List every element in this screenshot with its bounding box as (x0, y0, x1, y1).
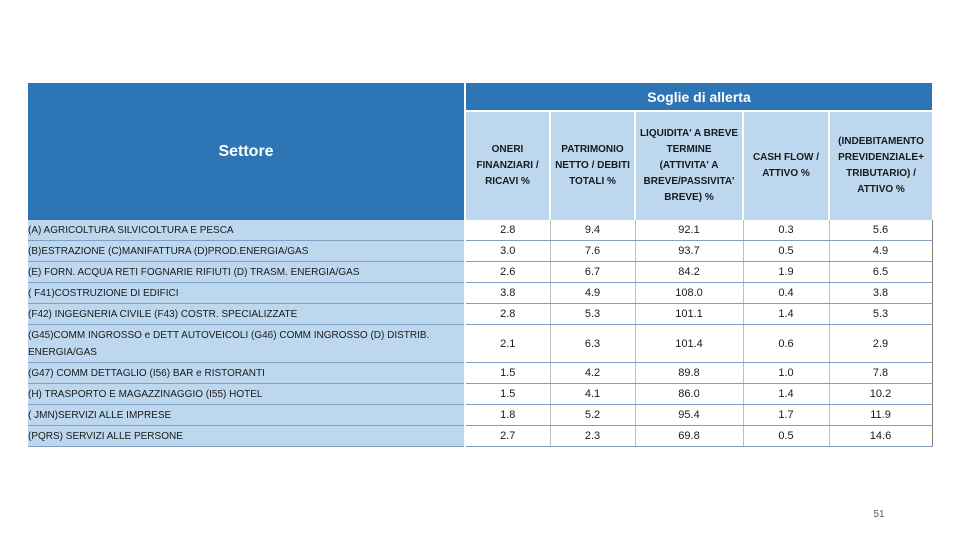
value-cell: 3.8 (829, 282, 933, 304)
value-cell: 86.0 (635, 383, 744, 405)
table-row: (H) TRASPORTO E MAGAZZINAGGIO (I55) HOTE… (28, 383, 933, 405)
column-header-line: ATTIVO % (762, 168, 810, 179)
value-cell: 84.2 (635, 261, 744, 283)
column-header: PATRIMONIO NETTO / DEBITI TOTALI % (550, 111, 636, 220)
value-cell: 5.3 (829, 303, 933, 325)
table-row: (G45)COMM INGROSSO e DETT AUTOVEICOLI (G… (28, 324, 933, 363)
value-cell: 10.2 (829, 383, 933, 405)
value-cell: 6.5 (829, 261, 933, 283)
value-cell: 5.2 (550, 404, 636, 426)
table-body: (A) AGRICOLTURA SILVICOLTURA E PESCA 2.8 9… (28, 220, 933, 447)
value-cell: 7.8 (829, 362, 933, 384)
column-header: CASH FLOW / ATTIVO % (743, 111, 830, 220)
column-header-line: NETTO / DEBITI (555, 160, 630, 171)
sector-name: (G45)COMM INGROSSO e DETT AUTOVEICOLI (G… (28, 324, 466, 363)
table-row: (B)ESTRAZIONE (C)MANIFATTURA (D)PROD.ENE… (28, 240, 933, 262)
value-cell: 4.2 (550, 362, 636, 384)
value-cell: 1.5 (465, 383, 551, 405)
value-cell: 0.5 (743, 240, 830, 262)
value-cell: 92.1 (635, 220, 744, 241)
value-cell: 2.8 (465, 303, 551, 325)
value-cell: 1.4 (743, 383, 830, 405)
value-cell: 3.0 (465, 240, 551, 262)
value-cell: 95.4 (635, 404, 744, 426)
value-cell: 5.6 (829, 220, 933, 241)
sector-name: (G47) COMM DETTAGLIO (I56) BAR e RISTORA… (28, 362, 466, 384)
table-row: (F42) INGEGNERIA CIVILE (F43) COSTR. SPE… (28, 303, 933, 325)
value-cell: 1.9 (743, 261, 830, 283)
column-header: LIQUIDITA' A BREVE TERMINE (ATTIVITA' A BRE… (635, 111, 744, 220)
value-cell: 1.4 (743, 303, 830, 325)
column-header-line: ATTIVO % (857, 184, 905, 195)
sector-name: (PQRS) SERVIZI ALLE PERSONE (28, 425, 466, 447)
thresholds-table: Settore Soglie di allerta ONERI FINANZIAR… (28, 83, 933, 447)
value-cell: 108.0 (635, 282, 744, 304)
value-cell: 4.9 (829, 240, 933, 262)
column-header-row: ONERI FINANZIARI / RICAVI % PATRIMONIO NETTO… (28, 111, 933, 220)
value-cell: 1.8 (465, 404, 551, 426)
value-cell: 0.4 (743, 282, 830, 304)
value-cell: 7.6 (550, 240, 636, 262)
sector-name: ( F41)COSTRUZIONE DI EDIFICI (28, 282, 466, 304)
value-cell: 2.1 (465, 324, 551, 363)
column-header-line: PATRIMONIO (561, 144, 624, 155)
table-row: ( JMN)SERVIZI ALLE IMPRESE 1.8 5.2 95.4 1.7 1… (28, 404, 933, 426)
column-header-line: CASH FLOW / (752, 152, 820, 163)
column-header: ONERI FINANZIARI / RICAVI % (465, 111, 551, 220)
value-cell: 4.9 (550, 282, 636, 304)
value-cell: 1.5 (465, 362, 551, 384)
sector-header: Settore (28, 83, 466, 220)
column-header-line: BREVE/PASSIVITA' (643, 176, 735, 187)
value-cell: 14.6 (829, 425, 933, 447)
column-header: (INDEBITAMENTO PREVIDENZIALE+ TRIBUTARIO) … (829, 111, 933, 220)
column-header-line: TOTALI % (569, 176, 616, 187)
table-row: (PQRS) SERVIZI ALLE PERSONE 2.7 2.3 69.8 0.5… (28, 425, 933, 447)
sector-name: (H) TRASPORTO E MAGAZZINAGGIO (I55) HOTE… (28, 383, 466, 405)
sector-name: (E) FORN. ACQUA RETI FOGNARIE RIFIUTI (D… (28, 261, 466, 283)
column-header-line: TRIBUTARIO) / (846, 168, 916, 179)
column-header-line: RICAVI % (485, 176, 530, 187)
value-cell: 2.9 (829, 324, 933, 363)
table-row: ( F41)COSTRUZIONE DI EDIFICI 3.8 4.9 108.0 0… (28, 282, 933, 304)
value-cell: 1.7 (743, 404, 830, 426)
column-header-line: ONERI (491, 144, 524, 155)
column-header-line: LIQUIDITA' A BREVE (639, 128, 739, 139)
value-cell: 9.4 (550, 220, 636, 241)
alert-thresholds-header: Soglie di allerta (465, 83, 933, 112)
value-cell: 6.7 (550, 261, 636, 283)
sector-name: (F42) INGEGNERIA CIVILE (F43) COSTR. SPE… (28, 303, 466, 325)
value-cell: 2.6 (465, 261, 551, 283)
table-row: (G47) COMM DETTAGLIO (I56) BAR e RISTORA… (28, 362, 933, 384)
sector-name: (A) AGRICOLTURA SILVICOLTURA E PESCA (28, 220, 466, 241)
value-cell: 101.1 (635, 303, 744, 325)
value-cell: 0.5 (743, 425, 830, 447)
value-cell: 5.3 (550, 303, 636, 325)
column-header-line: FINANZIARI / (476, 160, 539, 171)
value-cell: 2.8 (465, 220, 551, 241)
value-cell: 11.9 (829, 404, 933, 426)
column-header-line: (ATTIVITA' A (659, 160, 719, 171)
table-row: (A) AGRICOLTURA SILVICOLTURA E PESCA 2.8 9… (28, 220, 933, 241)
value-cell: 93.7 (635, 240, 744, 262)
value-cell: 2.3 (550, 425, 636, 447)
sector-name: ( JMN)SERVIZI ALLE IMPRESE (28, 404, 466, 426)
column-header-line: TERMINE (666, 144, 712, 155)
sector-name: (B)ESTRAZIONE (C)MANIFATTURA (D)PROD.ENE… (28, 240, 466, 262)
value-cell: 89.8 (635, 362, 744, 384)
column-header-line: PREVIDENZIALE+ (838, 152, 924, 163)
table-row: (E) FORN. ACQUA RETI FOGNARIE RIFIUTI (D… (28, 261, 933, 283)
column-header-line: BREVE) % (664, 192, 714, 203)
value-cell: 6.3 (550, 324, 636, 363)
column-header-line: (INDEBITAMENTO (838, 136, 924, 147)
value-cell: 0.3 (743, 220, 830, 241)
value-cell: 2.7 (465, 425, 551, 447)
page-number: 51 (873, 509, 885, 520)
value-cell: 69.8 (635, 425, 744, 447)
value-cell: 1.0 (743, 362, 830, 384)
value-cell: 3.8 (465, 282, 551, 304)
value-cell: 4.1 (550, 383, 636, 405)
value-cell: 101.4 (635, 324, 744, 363)
value-cell: 0.6 (743, 324, 830, 363)
